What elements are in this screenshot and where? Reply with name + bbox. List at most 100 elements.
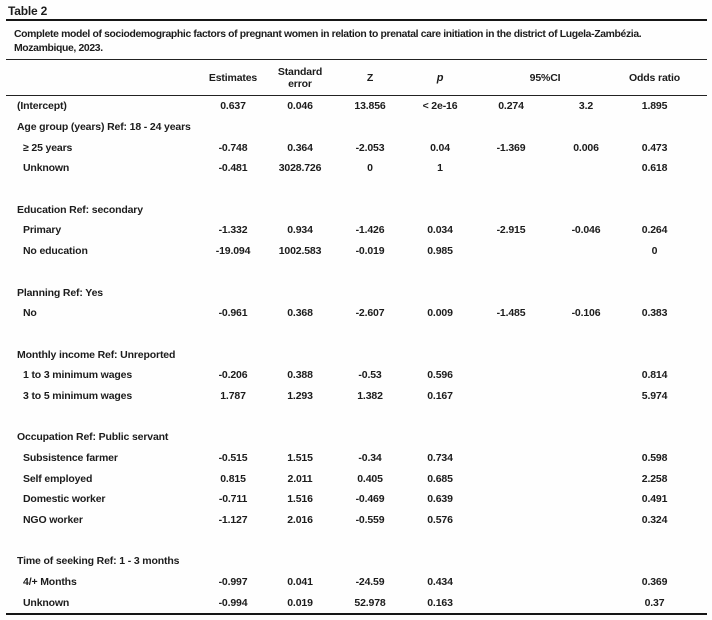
spacer-row [6,262,707,283]
standard-error-cell: 0.041 [287,576,313,589]
table-row: Domestic worker -0.711 1.516 -0.469 0.63… [6,489,707,510]
ci-high-cell [552,510,620,531]
estimates-cell: -0.748 [218,141,248,154]
odds-ratio-cell [620,282,707,303]
estimates-cell: -0.994 [218,596,248,609]
ci-high-cell [552,324,620,345]
group-header-row: Time of seeking Ref: 1 - 3 months [6,551,707,572]
standard-error-cell [270,179,330,200]
p-cell: 1 [437,162,443,175]
odds-ratio-cell [620,427,707,448]
ci-high-cell [552,262,620,283]
z-cell: -0.019 [355,245,385,258]
table-row: Subsistence farmer -0.515 1.515 -0.34 0.… [6,448,707,469]
table-row: No -0.961 0.368 -2.607 0.009 -1.485 -0.1… [6,303,707,324]
z-cell: 1.382 [357,389,383,402]
odds-ratio-cell: 0.324 [641,514,668,527]
ci-low-cell [470,489,552,510]
estimates-cell [196,344,270,365]
ci-low-cell [470,510,552,531]
odds-ratio-cell: 0.264 [641,224,668,237]
p-cell: 0.685 [427,472,453,485]
standard-error-cell [270,199,330,220]
ci-low-cell [470,241,552,262]
odds-ratio-cell: 0.618 [641,162,668,175]
odds-ratio-cell: 0.473 [641,141,668,154]
p-cell: 0.04 [430,141,450,154]
row-label-cell: Primary [23,224,62,237]
row-label-cell: NGO worker [23,514,83,527]
p-cell: 0.985 [427,245,453,258]
spacer-row [6,324,707,345]
estimates-cell [196,262,270,283]
standard-error-cell: 0.934 [287,224,313,237]
ci-high-cell [552,365,620,386]
z-cell [330,530,410,551]
p-cell [410,427,470,448]
ci-high-cell [552,468,620,489]
ci-high-cell [552,158,620,179]
ci-high-cell [552,551,620,572]
ci-high-cell: -0.046 [571,224,601,237]
standard-error-cell: 2.011 [287,472,313,485]
standard-error-cell: 2.016 [287,514,313,527]
standard-error-cell [270,117,330,138]
ci-high-cell [552,179,620,200]
estimates-cell [196,530,270,551]
table-row: Self employed 0.815 2.011 0.405 0.685 2.… [6,468,707,489]
estimates-cell [196,427,270,448]
row-label-cell: Monthly income Ref: Unreported [17,348,176,361]
estimates-cell: -0.481 [218,162,248,175]
p-cell [410,551,470,572]
p-cell: 0.167 [427,389,453,402]
row-label-cell: Unknown [23,596,70,609]
caption-line-1: Complete model of sociodemographic facto… [14,29,642,40]
row-label-cell: Planning Ref: Yes [17,286,103,299]
p-cell [410,282,470,303]
p-cell: 0.734 [427,452,453,465]
table-row: ≥ 25 years -0.748 0.364 -2.053 0.04 -1.3… [6,137,707,158]
p-cell [410,324,470,345]
estimates-cell [196,406,270,427]
ci-low-cell [470,448,552,469]
standard-error-cell [270,344,330,365]
z-cell [330,262,410,283]
odds-ratio-cell: 0.491 [641,493,668,506]
ci-high-cell [552,199,620,220]
estimates-cell: -19.094 [215,245,251,258]
ci-low-cell [470,551,552,572]
standard-error-cell: 0.364 [287,141,313,154]
p-cell: < 2e-16 [422,100,458,113]
standard-error-cell [270,530,330,551]
standard-error-cell [270,324,330,345]
table-row: No education -19.094 1002.583 -0.019 0.9… [6,241,707,262]
odds-ratio-cell: 0.598 [641,452,668,465]
ci-low-cell [470,158,552,179]
odds-ratio-cell [620,117,707,138]
odds-ratio-cell [620,199,707,220]
estimates-cell [196,179,270,200]
standard-error-cell [270,262,330,283]
standard-error-cell: 3028.726 [278,162,322,175]
col-header-standard-error: Standard error [270,60,330,96]
z-cell: -1.426 [355,224,385,237]
col-header-estimates: Estimates [196,60,270,96]
row-label-cell: 1 to 3 minimum wages [23,369,133,382]
regression-table: Estimates Standard error Z p 95%CI Odds … [6,60,708,616]
group-header-row: Planning Ref: Yes [6,282,707,303]
table-header-row: Estimates Standard error Z p 95%CI Odds … [6,60,708,96]
z-cell [330,199,410,220]
odds-ratio-cell [620,324,707,345]
z-cell [330,282,410,303]
row-label-cell: ≥ 25 years [23,141,73,154]
odds-ratio-cell: 0.383 [641,307,668,320]
estimates-cell [196,551,270,572]
estimates-cell [196,199,270,220]
ci-low-cell [470,199,552,220]
ci-high-cell [552,530,620,551]
ci-low-cell [470,324,552,345]
table-label: Table 2 [6,0,707,21]
p-cell [410,530,470,551]
table-caption: Complete model of sociodemographic facto… [6,21,707,60]
z-cell: -2.053 [355,141,385,154]
